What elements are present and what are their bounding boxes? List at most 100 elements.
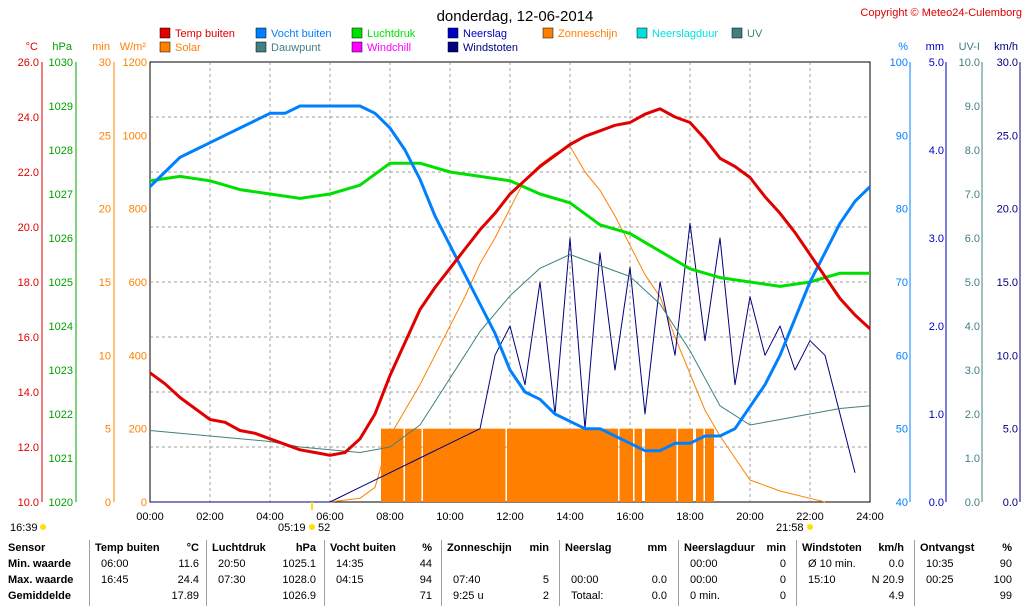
axis-tick-label: 600 [129,277,147,289]
sun-value: 52 [318,522,330,534]
table-header: Ontvangst [920,542,975,554]
x-tick-label: 14:00 [556,511,584,523]
table-header: Windstoten [802,542,862,554]
table-row-label: Min. waarde [8,558,71,570]
axis-unit: W/m² [120,41,147,53]
copyright-text: Copyright © Meteo24-Culemborg [860,7,1022,19]
chart-title: donderdag, 12-06-2014 [437,8,594,25]
series-line-vocht-buiten [148,104,872,453]
x-tick-label: 06:00 [316,511,344,523]
series-line-temp-buiten [149,107,872,457]
table-cell-time: 16:45 [101,574,129,586]
axis-tick-label: 5.0 [965,277,980,289]
series-line-luchtdruk [149,161,870,288]
x-tick-label: 22:00 [796,511,824,523]
axis-tick-label: 26.0 [18,57,39,69]
legend-swatch [542,27,554,39]
axis-tick-label: 30 [99,57,111,69]
table-cell-time: 00:00 [571,574,599,586]
x-tick-label: 18:00 [676,511,704,523]
table-cell-value: 100 [993,574,1012,586]
axis-unit: UV-I [959,41,980,53]
table-divider [89,540,90,606]
axis-tick-label: 5.0 [929,57,944,69]
axis-tick-label: 0.0 [965,497,980,509]
x-tick-label: 02:00 [196,511,224,523]
stats-table: Sensor Temp buiten °C Luchtdruk hPa Vocht bui… [0,538,1026,608]
table-header-unit: % [422,542,432,554]
moon-icon [40,524,46,530]
weather-chart: donderdag, 12-06-2014 Copyright © Meteo2… [0,0,1026,538]
table-cell-time: 20:50 [218,558,246,570]
axis-tick-label: 1000 [123,130,147,142]
axes: °C 10.0 12.0 14.0 16.0 18.0 20.0 22.0 24.0 26.0 hP… [18,41,1021,523]
axis-tick-label: 1026 [49,233,73,245]
axis-tick-label: 25 [99,130,111,142]
sun-icon [309,524,315,530]
table-cell-time: 10:35 [926,558,954,570]
legend-swatch [636,27,648,39]
table-header: Temp buiten [95,542,160,554]
axis-tick-label: 22.0 [18,167,39,179]
x-tick-label: 10:00 [436,511,464,523]
axis-tick-label: 8.0 [965,145,980,157]
legend-swatch [351,27,363,39]
series-line-dauwpunt [149,254,871,453]
axis-unit: °C [26,41,38,53]
sunshine-bar [678,428,693,502]
series-lines [148,104,872,503]
table-header-unit: °C [186,542,199,554]
axis-tick-label: 25.0 [997,130,1018,142]
sunshine-bar [634,428,642,502]
table-cell-value: 2 [542,590,549,602]
axis-tick-label: 2.0 [965,409,980,421]
axis-tick-label: 10 [99,350,111,362]
table-cell-time: 07:30 [218,574,246,586]
sunshine-bar [619,428,633,502]
x-tick-label: 16:00 [616,511,644,523]
legend-label: Dauwpunt [271,42,321,54]
table-header: Neerslagduur [684,542,755,554]
axis-tick-label: 60 [896,350,908,362]
axis-tick-label: 4.0 [965,321,980,333]
table-cell-time: Totaal: [571,590,604,602]
axis-tick-label: 20.0 [997,204,1018,216]
axis-tick-label: 10.0 [997,350,1018,362]
axis-tick-label: 100 [890,57,908,69]
table-cell-value: 17.89 [171,590,199,602]
axis-tick-label: 20 [99,204,111,216]
table-header: Vocht buiten [330,542,396,554]
axis-tick-label: 10.0 [18,497,39,509]
table-cell-value: 4.9 [888,590,904,602]
x-tick-label: 12:00 [496,511,524,523]
axis-tick-label: 24.0 [18,112,39,124]
table-divider [678,540,679,606]
legend-label: Zonneschijn [558,28,617,40]
axis-tick-label: 3.0 [929,233,944,245]
table-header: Sensor [8,542,46,554]
legend-label: Temp buiten [175,28,235,40]
axis-tick-label: 12.0 [18,442,39,454]
table-divider [441,540,442,606]
legend-swatch [447,27,459,39]
axis-unit: min [92,41,110,53]
table-cell-time: 00:00 [690,558,718,570]
axis-tick-label: 0 [141,497,147,509]
legend-label: UV [747,28,763,40]
axis-tick-label: 30.0 [997,57,1018,69]
sunshine-bars [381,428,714,502]
sunshine-bar [423,428,506,502]
table-cell-time: 07:40 [453,574,481,586]
table-divider [796,540,797,606]
sunshine-bar [645,428,677,502]
legend-swatch [159,41,171,53]
axis-tick-label: 80 [896,204,908,216]
axis-tick-label: 0.0 [929,497,944,509]
axis-tick-label: 5.0 [1003,424,1018,436]
table-divider [914,540,915,606]
axis-tick-label: 0.0 [1003,497,1018,509]
table-row-label: Max. waarde [8,574,74,586]
x-tick-label: 20:00 [736,511,764,523]
legend-swatch [255,27,267,39]
